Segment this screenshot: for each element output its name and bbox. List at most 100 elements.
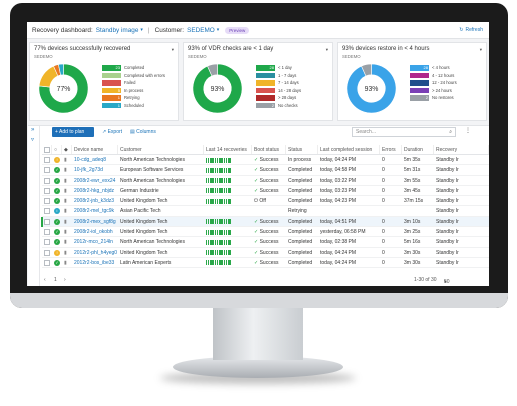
device-name[interactable]: 2008r2-mex_sgf8g [74,218,116,225]
column-header[interactable]: Boot status [252,145,286,154]
donut-slice--1-day[interactable] [192,63,243,114]
legend-item[interactable]: Failed [102,79,165,87]
column-header[interactable]: Device name [72,145,118,154]
expand-icon[interactable]: » [31,127,35,133]
legend-item[interactable]: > 24 hours [410,87,457,95]
customer-cell: German Industrie [120,187,159,194]
next-page-icon[interactable]: › [64,277,66,283]
card-menu-icon[interactable]: ▾ [325,47,328,52]
donut-slice-completed[interactable] [38,63,89,114]
filter-icon[interactable]: ▿ [31,137,35,143]
more-options-icon[interactable]: ⋮ [465,128,471,134]
legend-item[interactable]: 1 Scheduled [102,102,165,110]
recovery-bar [229,239,231,245]
table-row[interactable]: ! ▮ 10-cdg_adeq8 North American Technologie… [42,155,489,166]
export-button[interactable]: ↗ Export [102,127,122,137]
device-name[interactable]: 2008r2-iol_okobh [74,229,113,236]
legend-item[interactable]: 4 - 12 hours [410,72,457,80]
recovery-bar [207,188,210,194]
chevron-down-icon[interactable]: ▾ [216,27,220,33]
row-checkbox[interactable] [44,249,50,256]
table-row[interactable]: ✓ ▮ 2008r2-hkg_nbjdz German Industrie ✓ Succ… [42,186,489,197]
legend-item[interactable]: > 28 days [256,94,301,102]
legend-item[interactable]: 7 - 14 days [256,79,301,87]
row-checkbox[interactable] [44,259,50,266]
table-row[interactable]: ✓ ▮ 2008r2-jnb_k3dz3 United Kingdom Tech ⏻ O… [42,196,489,207]
recovery-bar [213,219,215,225]
legend-item[interactable]: 1 Retrying [102,94,165,102]
row-checkbox[interactable] [44,157,50,163]
device-name[interactable]: 2012r-mco_214ln [74,239,113,246]
recovery-bar [222,219,224,225]
device-name[interactable]: 2012r2-bos_ibe33 [74,259,115,266]
row-checkbox[interactable] [44,177,50,184]
row-checkbox[interactable] [44,229,50,236]
columns-button[interactable]: ▤ Columns [130,127,156,137]
status-filter-icon[interactable]: ○ [54,147,58,153]
row-checkbox[interactable] [44,218,50,225]
column-header[interactable]: Status [286,145,318,154]
legend-item[interactable]: Completed with errors [102,72,165,80]
table-row[interactable]: ✓ ▮ 2008r2-iol_okobh United Kingdom Tech ✓ S… [42,227,489,238]
device-name[interactable]: 2012r2-phl_h4yeg0 [74,249,118,256]
recovery-bar [214,239,217,245]
table-row[interactable]: ✓ ▮ 2012r2-bos_ibe33 Latin American Experts… [42,258,489,269]
row-checkbox[interactable] [44,208,50,215]
page-number[interactable]: 1 [54,277,57,283]
refresh-button[interactable]: ↻ Refresh [459,27,483,33]
column-header[interactable]: Duration [402,145,434,154]
column-header[interactable]: Last 14 recoveries [204,145,252,154]
column-header[interactable]: Recovery [434,145,489,154]
legend-label: Retrying [124,95,140,101]
recovery-bar [223,260,226,266]
legend-item[interactable]: 14 - 28 days [256,87,301,95]
legend-item[interactable]: 1 - 7 days [256,72,301,80]
row-checkbox[interactable] [44,239,50,246]
donut-slice-scheduled[interactable] [58,63,64,76]
legend-item[interactable]: 2 No checks [256,102,301,110]
recovery-cell: Standby Ir [436,198,459,205]
row-checkbox[interactable] [44,198,50,205]
last-session-cell: today, 03:22 PM [320,177,357,184]
column-header[interactable]: Errors [380,145,402,154]
table-row[interactable]: ✓ ▮ 2008r2-mex_sgf8g United Kingdom Tech ✓ S… [41,216,489,228]
prev-page-icon[interactable]: ‹ [44,277,46,283]
last-session-cell: today, 04:24 PM [320,157,357,163]
legend-item[interactable]: 28 < 1 day [256,64,301,72]
table-row[interactable]: ! ▮ 2012r2-phl_h4yeg0 United Kingdom Tech ✓ … [42,248,489,258]
type-filter-icon[interactable]: ◆ [64,147,68,153]
donut-slice--4-hours[interactable] [346,63,397,114]
device-name[interactable]: 2008r2-mel_tgc9k [74,208,115,215]
column-header[interactable]: Last completed session [318,145,380,154]
add-to-plan-button[interactable]: + Add to plan [52,127,94,137]
donut-slice-no-checks[interactable] [207,63,218,77]
device-name[interactable]: 2008r2-jnb_k3dz3 [74,198,115,205]
donut-slice-no-restores[interactable] [361,63,372,77]
device-name[interactable]: 10-cdg_adeq8 [74,157,106,163]
card-menu-icon[interactable]: ▾ [479,47,482,52]
warning-icon: ! [54,157,60,163]
recovery-bar [225,198,228,204]
chevron-down-icon[interactable]: ▾ [140,27,143,33]
device-name[interactable]: 2008r2-hkg_nbjdz [74,187,115,194]
dashboard-select[interactable]: Standby image [95,26,139,34]
legend-item[interactable]: 28 < 4 hours [410,64,457,72]
column-header[interactable]: Customer [118,145,204,154]
row-checkbox[interactable] [44,187,50,194]
card-menu-icon[interactable]: ▾ [171,47,174,52]
customer-select[interactable]: SEDEMO [187,26,215,34]
table-row[interactable]: ✓ ▮ 2012r-mco_214ln North American Technolo… [42,237,489,248]
row-checkbox[interactable] [44,167,50,174]
table-row[interactable]: ✓ ▮ 10-jfk_2g73d European Software Services… [42,165,489,176]
legend-item[interactable]: 5 In process [102,87,165,95]
refresh-label: Refresh [465,27,483,33]
legend-item[interactable]: 2 No restores [410,94,457,102]
table-row[interactable]: ✓ ▮ 2008r2-ewr_exx24 North American Technol… [42,176,489,186]
legend-item[interactable]: 12 - 24 hours [410,79,457,87]
device-name[interactable]: 2008r2-ewr_exx24 [74,177,116,184]
search-input[interactable]: Search... ⌕ [352,127,456,137]
table-row[interactable]: i ▮ 2008r2-mel_tgc9k Asian Pacific Tech Retr… [42,206,489,217]
select-all-checkbox[interactable] [44,147,50,153]
legend-item[interactable]: 23 Completed [102,64,165,72]
device-name[interactable]: 10-jfk_2g73d [74,167,103,174]
